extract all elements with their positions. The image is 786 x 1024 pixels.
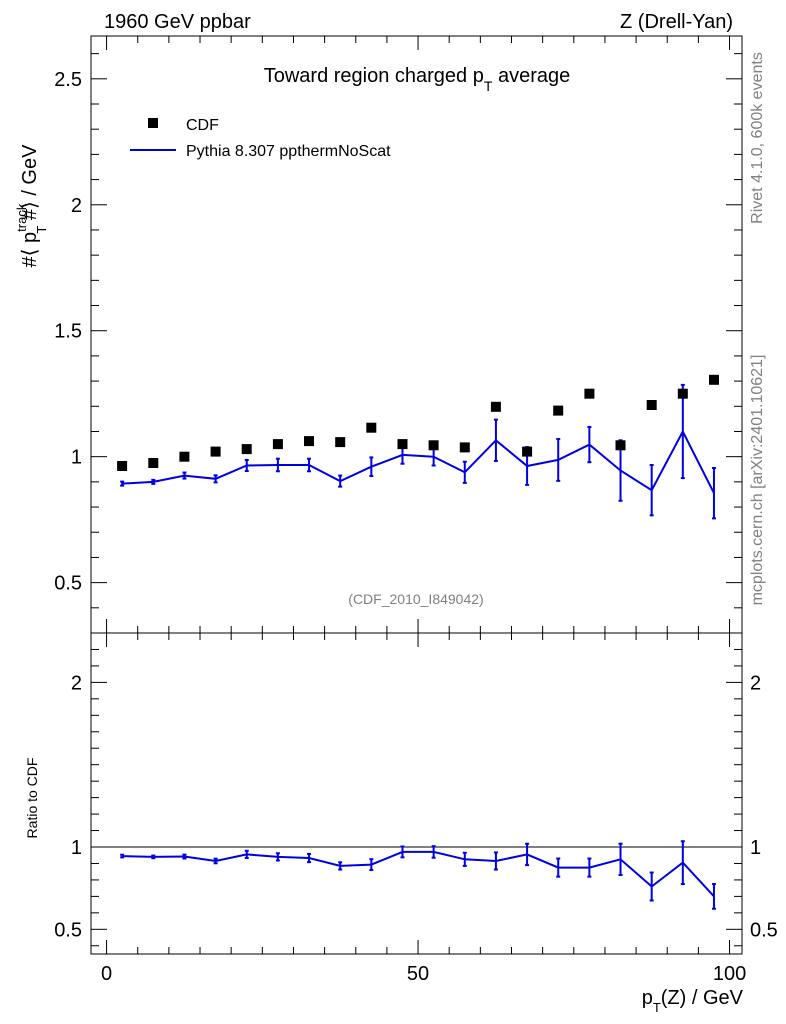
cdf-data-point <box>615 440 626 451</box>
analysis-id: (CDF_2010_I849042) <box>348 591 483 607</box>
ratio-plot-frame <box>90 632 743 955</box>
y-tick-label: 1.5 <box>54 321 82 343</box>
cdf-data-point <box>428 440 439 451</box>
cdf-data-point <box>709 374 719 385</box>
y-tick-label: 0.5 <box>54 573 82 595</box>
ratio-y-label: Ratio to CDF <box>24 758 40 839</box>
cdf-data-point <box>241 444 252 455</box>
cdf-data-point <box>179 451 190 462</box>
cdf-data-point <box>210 446 221 457</box>
y-axis-label: #⟨ ptrack T #⟩ / GeV <box>14 144 49 268</box>
cdf-data-point <box>366 422 377 433</box>
cdf-data-point <box>397 439 408 450</box>
x-tick-label: 50 <box>407 963 429 985</box>
plot-title: Toward region charged pT average <box>264 65 571 94</box>
ratio-y-tick-label: 0.5 <box>54 919 82 941</box>
title-tail: average <box>492 65 570 87</box>
cdf-data-point <box>335 437 346 448</box>
cdf-data-point <box>148 458 159 468</box>
cdf-data-point <box>272 439 283 450</box>
cdf-data-point <box>117 461 128 471</box>
y-tick-label: 2.5 <box>54 69 82 91</box>
title-sub: T <box>484 78 493 94</box>
rivet-label: Rivet 4.1.0, 600k events <box>749 52 766 224</box>
data-marks <box>91 374 742 910</box>
ratio-y-tick-label-right: 0.5 <box>750 919 778 941</box>
y-tick-label: 2 <box>71 195 82 217</box>
ratio-y-tick-label: 2 <box>71 672 82 694</box>
pythia-line <box>122 429 715 494</box>
cdf-data-point <box>677 388 688 399</box>
xlabel-sub: T <box>653 1000 661 1015</box>
mcplots-label: mcplots.cern.ch [arXiv:2401.10621] <box>749 355 766 606</box>
x-tick-label: 100 <box>713 963 746 985</box>
ratio-y-tick-label-right: 1 <box>750 837 761 859</box>
cdf-data-point <box>553 405 564 416</box>
x-tick-label: 0 <box>101 963 112 985</box>
cdf-data-point <box>584 388 595 399</box>
cdf-data-point <box>522 446 533 457</box>
ylabel-main: #⟨ p <box>19 232 41 268</box>
y-tick-label: 1 <box>71 447 82 469</box>
header-left: 1960 GeV ppbar <box>104 11 251 33</box>
ylabel-sup: track <box>14 203 29 232</box>
cdf-data-point <box>459 442 470 453</box>
ratio-line <box>122 850 715 898</box>
legend-cdf-marker <box>148 118 158 128</box>
title-main: Toward region charged p <box>264 65 484 87</box>
x-axis-label: pT(Z) / GeV <box>642 987 744 1015</box>
ratio-y-tick-label-right: 2 <box>750 672 761 694</box>
header-right: Z (Drell-Yan) <box>620 11 733 33</box>
xlabel-main: p <box>642 987 653 1009</box>
xlabel-tail: (Z) / GeV <box>661 987 744 1009</box>
cdf-data-point <box>490 401 501 412</box>
legend-cdf-label: CDF <box>186 117 219 134</box>
ylabel-tail: #⟩ / GeV <box>19 144 41 226</box>
cdf-data-point <box>304 436 314 447</box>
ratio-y-tick-label: 1 <box>71 837 82 859</box>
cdf-data-point <box>646 400 657 410</box>
ylabel-sub: T <box>34 226 49 234</box>
legend-pythia-label: Pythia 8.307 ppthermNoScat <box>186 143 391 160</box>
